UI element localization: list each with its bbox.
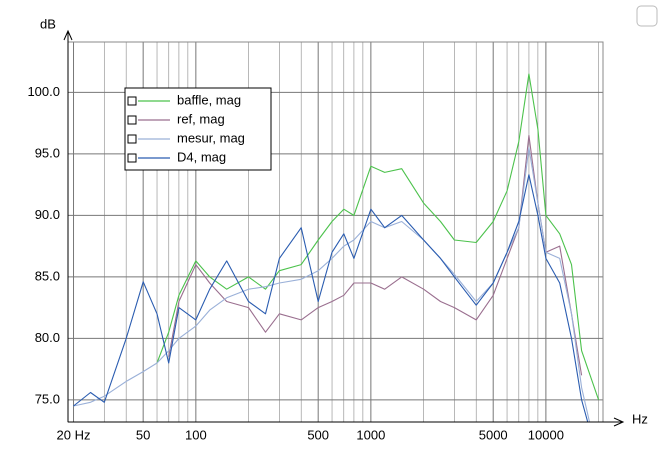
- y-tick-label: 85.0: [35, 268, 60, 283]
- legend: baffle, mag ref, mag mesur, mag D4, mag: [124, 87, 272, 171]
- legend-label: ref, mag: [177, 111, 225, 126]
- x-tick-label: 1000: [356, 427, 385, 442]
- legend-label: baffle, mag: [177, 92, 241, 107]
- legend-checkbox: [127, 96, 137, 106]
- y-tick-label: 80.0: [35, 330, 60, 345]
- y-arrow: [63, 29, 73, 41]
- legend-checkbox: [127, 134, 137, 144]
- x-tick-label: 10000: [528, 427, 564, 442]
- x-axis-label: Hz: [632, 411, 648, 426]
- legend-label: mesur, mag: [177, 130, 245, 145]
- y-axis-label: dB: [40, 16, 56, 31]
- legend-label: D4, mag: [177, 149, 226, 164]
- x-tick-label: 20 Hz: [57, 427, 91, 442]
- y-tick-label: 95.0: [35, 145, 60, 160]
- series-line: [73, 174, 589, 422]
- x-tick-label: 100: [185, 427, 207, 442]
- x-tick-label: 500: [307, 427, 329, 442]
- series-line: [73, 147, 591, 422]
- plot: [73, 73, 600, 422]
- checkbox[interactable]: [636, 5, 658, 27]
- y-tick-label: 75.0: [35, 391, 60, 406]
- x-arrow: [613, 417, 625, 427]
- legend-box: [124, 87, 272, 171]
- y-tick-label: 100.0: [27, 84, 60, 99]
- series-line: [168, 134, 583, 376]
- series-line: [156, 73, 600, 401]
- legend-checkbox: [127, 115, 137, 125]
- y-tick-label: 90.0: [35, 207, 60, 222]
- legend-checkbox: [127, 153, 137, 163]
- x-tick-label: 5000: [479, 427, 508, 442]
- x-tick-label: 50: [136, 427, 150, 442]
